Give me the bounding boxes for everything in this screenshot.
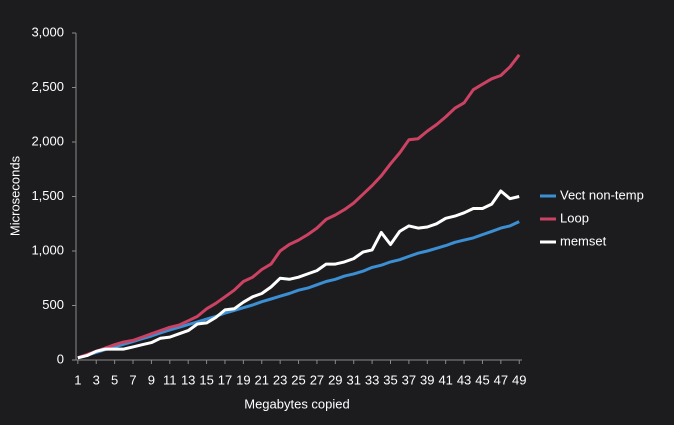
x-tick-label: 3	[93, 372, 100, 387]
y-axis-title: Microseconds	[7, 155, 22, 236]
x-tick-label: 33	[365, 372, 379, 387]
y-tick-label: 500	[42, 297, 64, 312]
legend-label: Vect non-temp	[560, 187, 644, 202]
x-tick-label: 7	[129, 372, 136, 387]
x-tick-label: 13	[181, 372, 195, 387]
x-tick-label: 23	[273, 372, 287, 387]
x-axis-title: Megabytes copied	[244, 396, 350, 411]
y-tick-label: 3,000	[31, 24, 64, 39]
x-tick-label: 35	[383, 372, 397, 387]
x-tick-label: 41	[438, 372, 452, 387]
line-series	[77, 220, 520, 360]
x-tick-label: 11	[163, 372, 177, 387]
y-tick-label: 2,500	[31, 79, 64, 94]
x-tick-label: 27	[310, 372, 324, 387]
line-series	[77, 189, 520, 360]
x-tick-label: 1	[74, 372, 81, 387]
x-tick-label: 31	[346, 372, 360, 387]
legend-label: Loop	[560, 210, 589, 225]
x-tick-label: 49	[512, 372, 526, 387]
legend-label: memset	[560, 233, 607, 248]
x-tick-label: 47	[494, 372, 508, 387]
x-tick-label: 5	[111, 372, 118, 387]
y-tick-label: 0	[57, 351, 64, 366]
y-tick-label: 2,000	[31, 133, 64, 148]
x-tick-label: 29	[328, 372, 342, 387]
x-tick-label: 43	[457, 372, 471, 387]
x-tick-label: 25	[291, 372, 305, 387]
x-tick-label: 15	[199, 372, 213, 387]
x-tick-label: 19	[236, 372, 250, 387]
x-tick-label: 17	[218, 372, 232, 387]
x-tick-label: 37	[402, 372, 416, 387]
x-tick-label: 9	[148, 372, 155, 387]
x-tick-label: 45	[475, 372, 489, 387]
y-tick-label: 1,500	[31, 188, 64, 203]
line-series	[77, 53, 521, 360]
x-tick-label: 21	[255, 372, 269, 387]
y-tick-label: 1,000	[31, 242, 64, 257]
x-tick-label: 39	[420, 372, 434, 387]
